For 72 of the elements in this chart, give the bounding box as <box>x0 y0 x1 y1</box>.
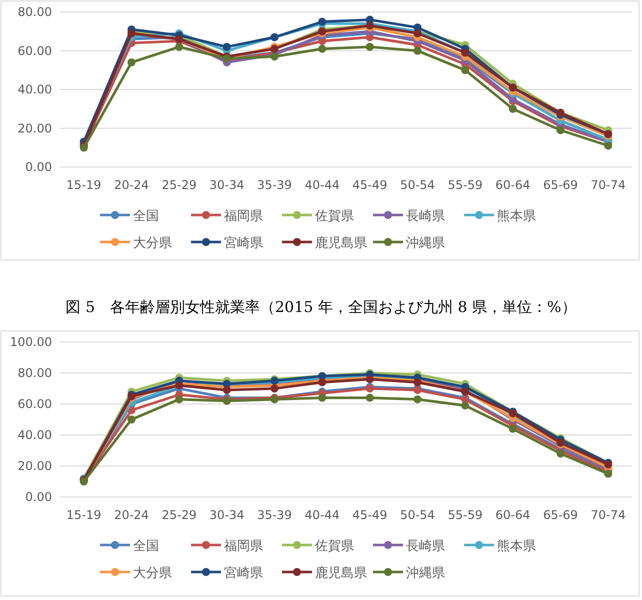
legend-item: 鹿児島県 <box>282 566 367 581</box>
x-tick-label: 25-29 <box>162 178 197 192</box>
legend-item: 長崎県 <box>373 209 445 224</box>
legend-label: 全国 <box>133 539 159 554</box>
y-tick-label: 40.00 <box>18 428 52 442</box>
legend-label: 宮崎県 <box>224 565 263 581</box>
legend-item: 鹿児島県 <box>282 236 367 251</box>
legend-item: 宮崎県 <box>191 236 263 251</box>
legend-label: 熊本県 <box>497 539 536 554</box>
legend-item: 熊本県 <box>464 209 536 224</box>
chart-title: 図 5 各年齢層別女性就業率（2015 年，全国および九州 8 県，単位：%） <box>64 298 578 317</box>
legend-label: 沖縄県 <box>406 566 445 581</box>
x-tick-label: 45-49 <box>352 508 388 522</box>
y-tick-label: 60.00 <box>18 397 52 411</box>
legend-item: 大分県 <box>100 566 172 581</box>
y-tick-label: 80.00 <box>18 5 52 19</box>
legend-item: 福岡県 <box>191 539 263 554</box>
legend-label: 熊本県 <box>497 209 536 224</box>
legend-label: 鹿児島県 <box>315 566 367 581</box>
x-tick-label: 55-59 <box>448 508 483 522</box>
x-tick-label: 30-34 <box>209 508 244 522</box>
x-tick-label: 25-29 <box>162 508 197 522</box>
legend-item: 沖縄県 <box>373 236 445 251</box>
x-tick-label: 35-39 <box>257 178 292 192</box>
x-tick-label: 35-39 <box>257 508 292 522</box>
y-tick-label: 80.00 <box>18 366 52 380</box>
legend-item: 佐賀県 <box>282 539 354 554</box>
x-tick-label: 70-74 <box>590 508 626 522</box>
legend-label: 大分県 <box>133 236 172 251</box>
x-tick-label: 55-59 <box>448 178 483 192</box>
x-tick-label: 30-34 <box>209 178 244 192</box>
x-tick-label: 65-69 <box>543 508 578 522</box>
x-tick-label: 60-64 <box>495 178 530 192</box>
x-tick-label: 15-19 <box>66 508 102 522</box>
legend-label: 福岡県 <box>224 209 263 224</box>
x-tick-label: 15-19 <box>66 178 102 192</box>
legend-label: 全国 <box>133 209 159 224</box>
x-tick-label: 50-54 <box>400 508 435 522</box>
legend-item: 全国 <box>100 539 159 554</box>
y-tick-label: 0.00 <box>25 490 52 504</box>
y-tick-label: 40.00 <box>18 82 52 96</box>
legend-label: 宮崎県 <box>224 235 263 251</box>
legend-label: 大分県 <box>133 566 172 581</box>
legend-item: 福岡県 <box>191 209 263 224</box>
legend-label: 沖縄県 <box>406 236 445 251</box>
y-tick-label: 100.00 <box>10 335 52 349</box>
x-tick-label: 70-74 <box>590 178 626 192</box>
x-tick-label: 50-54 <box>400 178 435 192</box>
x-tick-label: 60-64 <box>495 508 530 522</box>
y-tick-label: 0.00 <box>25 160 52 174</box>
legend-item: 宮崎県 <box>191 566 263 581</box>
legend-item: 全国 <box>100 209 159 224</box>
legend-label: 鹿児島県 <box>315 236 367 251</box>
x-tick-label: 20-24 <box>114 508 149 522</box>
legend-item: 長崎県 <box>373 539 445 554</box>
x-tick-label: 20-24 <box>114 178 149 192</box>
legend-label: 福岡県 <box>224 539 263 554</box>
x-tick-label: 40-44 <box>304 178 340 192</box>
legend-label: 長崎県 <box>406 539 445 554</box>
x-tick-label: 65-69 <box>543 178 578 192</box>
x-tick-label: 45-49 <box>352 178 388 192</box>
legend-item: 佐賀県 <box>282 209 354 224</box>
y-tick-label: 20.00 <box>18 459 52 473</box>
legend-item: 沖縄県 <box>373 566 445 581</box>
legend-label: 佐賀県 <box>315 209 354 224</box>
legend-label: 長崎県 <box>406 209 445 224</box>
legend-item: 大分県 <box>100 236 172 251</box>
legend-label: 佐賀県 <box>315 539 354 554</box>
y-tick-label: 60.00 <box>18 44 52 58</box>
x-tick-label: 40-44 <box>304 508 340 522</box>
y-tick-label: 20.00 <box>18 121 52 136</box>
legend-item: 熊本県 <box>464 539 536 554</box>
